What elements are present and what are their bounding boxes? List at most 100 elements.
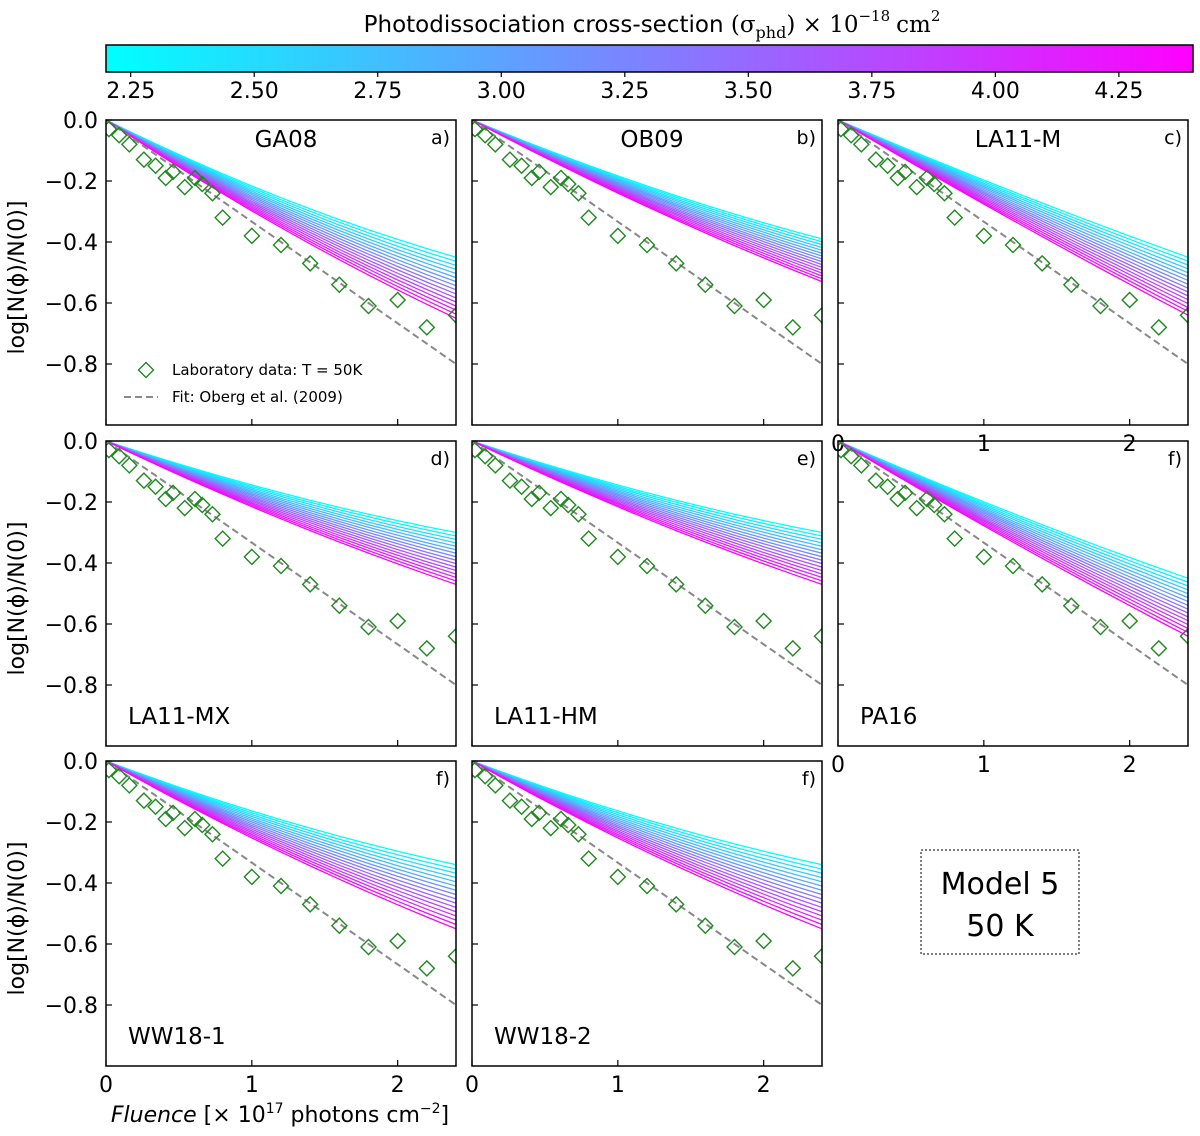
lab-data-point [638,236,656,254]
model-box-line1: Model 5 [941,867,1060,902]
model-curve [472,441,822,541]
plot-area [472,441,822,686]
lab-data-point [559,175,577,193]
lab-data-point [813,306,822,324]
lab-data-point [486,135,504,153]
plot-area [106,120,456,365]
colorbar-tick-label: 4.25 [1094,79,1143,104]
panel-letter: b) [797,127,816,149]
plot-area [838,120,1188,365]
lab-data-point [147,798,165,816]
lab-data-point [552,490,570,508]
lab-data-point [193,816,211,834]
panel-pa16: 0 1 2 PA16 f) [831,440,1189,778]
colorbar-tick-label: 2.25 [106,79,155,104]
model-curve [106,120,456,319]
lab-data-point [552,169,570,187]
lab-data-point [523,490,541,508]
x-tick-label: 1 [977,753,991,778]
lab-data-point [1150,639,1168,657]
panel-frame [105,440,457,747]
lab-data-point [157,169,175,187]
lab-data-point [559,816,577,834]
lab-data-point [609,227,627,245]
model-curve [838,441,1188,637]
x-tick-label: 2 [391,1073,405,1098]
model-box-line2: 50 K [966,909,1035,944]
y-tick-label: 0.0 [63,750,98,775]
lab-data-point [501,472,519,490]
panel-frame [837,119,1189,426]
lab-data-point [106,120,118,138]
lab-data-point [214,850,232,868]
lab-data-point [1150,318,1168,336]
panel-frame [471,440,823,747]
lab-data-point [1033,575,1051,593]
y-tick-label: −0.4 [45,552,98,577]
model-curve [472,761,822,930]
colorbar-tick-label: 3.75 [847,79,896,104]
panel-ga08: 0.0 −0.2 −0.4 −0.6 −0.8 log[N(ϕ)/N(0)] GA08 a) L… [5,109,457,426]
lab-data-point [726,618,743,636]
colorbar-tick-label: 4.00 [971,79,1020,104]
lab-data-point [203,505,221,523]
model-curve [472,761,822,866]
lab-data-point [389,612,407,630]
panel-letter: d) [431,448,450,470]
lab-data-point [186,169,204,187]
lab-data-point [784,959,802,977]
model-curve [472,761,822,883]
y-tick-label: −0.6 [45,613,98,638]
panel-frame [471,760,823,1067]
y-axis-label: log[N(ϕ)/N(0)] [5,201,30,355]
y-tick-label: −0.6 [45,933,98,958]
lab-data-point [1004,236,1022,254]
lab-data-point [896,163,914,181]
y-tick-label: −0.2 [45,491,98,516]
lab-data-point [696,917,714,935]
lab-data-point [272,236,290,254]
lab-data-point [501,151,519,169]
lab-data-point [1033,254,1051,272]
legend: Laboratory data: T = 50K Fit: Oberg et al… [124,361,363,406]
colorbar-tick-label: 3.50 [724,79,773,104]
lab-data-point [243,868,261,886]
lab-data-point [755,932,773,950]
lab-data-point [530,804,548,822]
lab-data-point [164,804,182,822]
lab-data-point [120,776,138,794]
lab-data-point [176,819,194,837]
panel-ww18-1: 0.0 −0.2 −0.4 −0.6 −0.8 0 1 2 log[N(ϕ)/N(0)] WW18… [5,750,457,1098]
model-curve [106,441,456,586]
model-curve [106,441,456,541]
lab-data-point [513,478,531,496]
x-tick-label: 2 [1123,432,1137,457]
lab-data-point [838,441,850,459]
model-curve [106,761,456,883]
panel-frame [471,119,823,426]
lab-data-point [513,798,531,816]
lab-data-point [110,767,128,785]
lab-data-point [755,612,773,630]
fit-line [472,120,822,365]
panel-la11-hm: LA11-HM e) [471,440,823,747]
lab-data-point [935,184,953,202]
lab-data-point [889,490,907,508]
legend-data-label: Laboratory data: T = 50K [172,361,363,379]
model-curve [106,761,456,874]
panel-ww18-2: 0 1 2 WW18-2 f) [465,760,823,1098]
lab-data-point [918,490,936,508]
lab-data-point [389,291,407,309]
lab-data-point [330,917,348,935]
panel-ob09: OB09 b) [471,119,823,426]
lab-data-point [1062,276,1080,294]
lab-data-point [1121,612,1139,630]
x-tick-label: 0 [831,753,845,778]
legend-fit-label: Fit: Oberg et al. (2009) [172,388,343,406]
lab-data-point [389,932,407,950]
lab-data-point [1121,291,1139,309]
y-tick-label: −0.2 [45,170,98,195]
x-axis-label: Fluence [× 1017 photons cm−2] [111,1101,449,1128]
lab-data-point [330,597,348,615]
lab-data-point [925,496,943,514]
